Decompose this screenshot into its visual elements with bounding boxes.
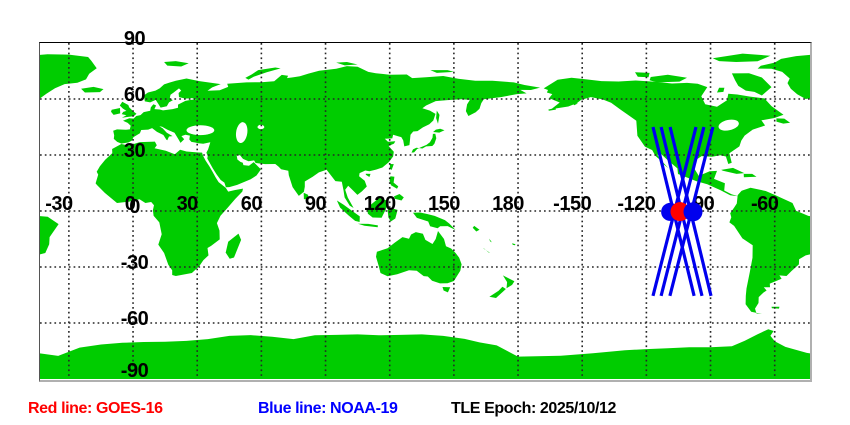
lat-label: -30 bbox=[121, 252, 149, 274]
landmass bbox=[411, 133, 437, 153]
lon-label: -150 bbox=[553, 193, 591, 215]
lon-label: -30 bbox=[45, 193, 73, 215]
landmass bbox=[717, 87, 725, 93]
lon-label: 60 bbox=[241, 193, 263, 215]
landmass bbox=[649, 74, 687, 83]
lon-label: 0 bbox=[125, 193, 136, 215]
landmass bbox=[367, 197, 388, 218]
landmass bbox=[731, 73, 772, 96]
landmass bbox=[95, 141, 243, 276]
landmass bbox=[365, 173, 371, 177]
landmass bbox=[729, 187, 810, 314]
lat-label: -90 bbox=[121, 360, 149, 382]
landmass bbox=[81, 86, 104, 93]
landmass bbox=[635, 72, 650, 78]
landmass bbox=[303, 192, 309, 200]
lon-label: 150 bbox=[428, 193, 460, 215]
landmass bbox=[389, 164, 394, 171]
landmass bbox=[40, 54, 97, 99]
lake bbox=[186, 125, 215, 136]
landmass bbox=[40, 334, 518, 379]
landmass bbox=[358, 223, 378, 228]
grid-lines bbox=[40, 43, 810, 379]
landmass bbox=[40, 216, 59, 255]
landmass bbox=[572, 102, 578, 106]
legend-noaa19-label: Blue line: NOAA-19 bbox=[258, 400, 398, 417]
satellite-markers bbox=[661, 202, 703, 222]
lon-label: -60 bbox=[751, 193, 779, 215]
lake bbox=[235, 122, 248, 144]
noaa19-marker bbox=[683, 202, 703, 222]
landmass bbox=[336, 62, 358, 66]
landmass bbox=[119, 101, 137, 118]
landmass bbox=[2, 307, 10, 309]
lat-label: 0 bbox=[129, 196, 140, 218]
landmass bbox=[489, 238, 492, 243]
landmass bbox=[113, 66, 541, 208]
landmass bbox=[743, 173, 757, 178]
landmass bbox=[245, 67, 281, 80]
lon-label: 30 bbox=[177, 193, 199, 215]
landmass bbox=[376, 231, 462, 284]
landmass bbox=[225, 233, 242, 259]
lat-label: 90 bbox=[124, 28, 146, 50]
landmass bbox=[433, 128, 445, 133]
landmass bbox=[111, 108, 121, 115]
landmass bbox=[436, 110, 440, 124]
lon-label: 120 bbox=[364, 193, 396, 215]
landmass bbox=[776, 118, 791, 124]
lon-label: 90 bbox=[305, 193, 327, 215]
legend-tle-epoch-label: TLE Epoch: 2025/10/12 bbox=[451, 400, 617, 417]
landmass bbox=[757, 54, 810, 99]
legend-goes16-label: Red line: GOES-16 bbox=[28, 400, 163, 417]
landmass bbox=[489, 286, 506, 298]
lon-label: 180 bbox=[492, 193, 524, 215]
landmass bbox=[413, 212, 456, 230]
lat-label: 30 bbox=[124, 140, 146, 162]
lake bbox=[257, 124, 265, 130]
landmass bbox=[483, 248, 491, 253]
landmass bbox=[721, 167, 745, 174]
landmass bbox=[548, 108, 556, 111]
landmass bbox=[0, 78, 14, 197]
landmass bbox=[472, 225, 480, 232]
landmass bbox=[0, 73, 2, 95]
landmass bbox=[394, 194, 404, 201]
landmass bbox=[502, 275, 515, 289]
landmass bbox=[164, 61, 189, 67]
landmass bbox=[512, 243, 516, 246]
lon-label: -120 bbox=[617, 193, 655, 215]
lat-label: -60 bbox=[121, 308, 149, 330]
lat-label: 60 bbox=[124, 84, 146, 106]
land-layer bbox=[0, 53, 810, 379]
lake bbox=[718, 119, 739, 131]
landmass bbox=[389, 176, 399, 189]
landmass bbox=[6, 118, 20, 123]
landmass bbox=[430, 70, 454, 73]
grid-labels: -30 0 30 60 90 120 150 180 -150 -120 -90 -60 90 60 30 0… bbox=[45, 28, 779, 382]
landmass bbox=[712, 53, 771, 62]
landmass bbox=[442, 287, 451, 293]
landmass bbox=[518, 329, 810, 379]
